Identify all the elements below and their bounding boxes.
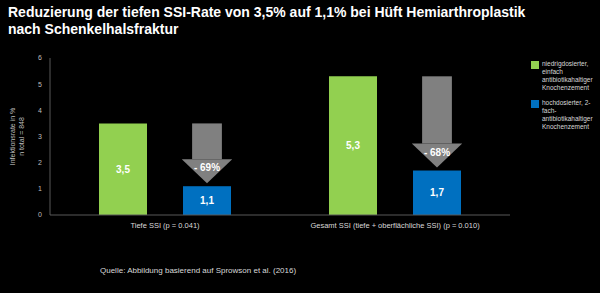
svg-text:3: 3 [38,133,42,140]
svg-text:- 69%: - 69% [194,162,220,173]
html-text:hochdosierter, 2-fach-antibiot: hochdosierter, 2-fach-antibiotikahaltige… [542,98,593,130]
html-text:Reduzierung der tiefen SSI-Rat: Reduzierung der tiefen SSI-Rate von 3,5%… [8,4,526,37]
svg-text:2: 2 [38,159,42,166]
svg-text:5: 5 [38,81,42,88]
svg-text:Tiefe SSI (p = 0.041): Tiefe SSI (p = 0.041) [130,221,200,230]
html-text:Quelle: Abbildung basierend au: Quelle: Abbildung basierend auf Sprowson… [100,266,297,275]
svg-text:1: 1 [38,185,42,192]
svg-text:1,1: 1,1 [200,195,214,206]
svg-text:Gesamt SSI (tiefe + oberflächl: Gesamt SSI (tiefe + oberflächliche SSI) … [310,221,480,230]
svg-text:- 68%: - 68% [424,147,450,158]
svg-text:0: 0 [38,211,42,218]
svg-text:1,7: 1,7 [430,187,444,198]
svg-text:3,5: 3,5 [116,164,130,175]
svg-text:6: 6 [38,54,42,61]
svg-text:Infektionsrate in %n total = 8: Infektionsrate in %n total = 848 [9,108,25,166]
html-text:niedrigdosierter, einfach anti: niedrigdosierter, einfach antibiotikahal… [542,60,593,92]
svg-text:5,3: 5,3 [346,140,360,151]
svg-text:4: 4 [38,107,42,114]
